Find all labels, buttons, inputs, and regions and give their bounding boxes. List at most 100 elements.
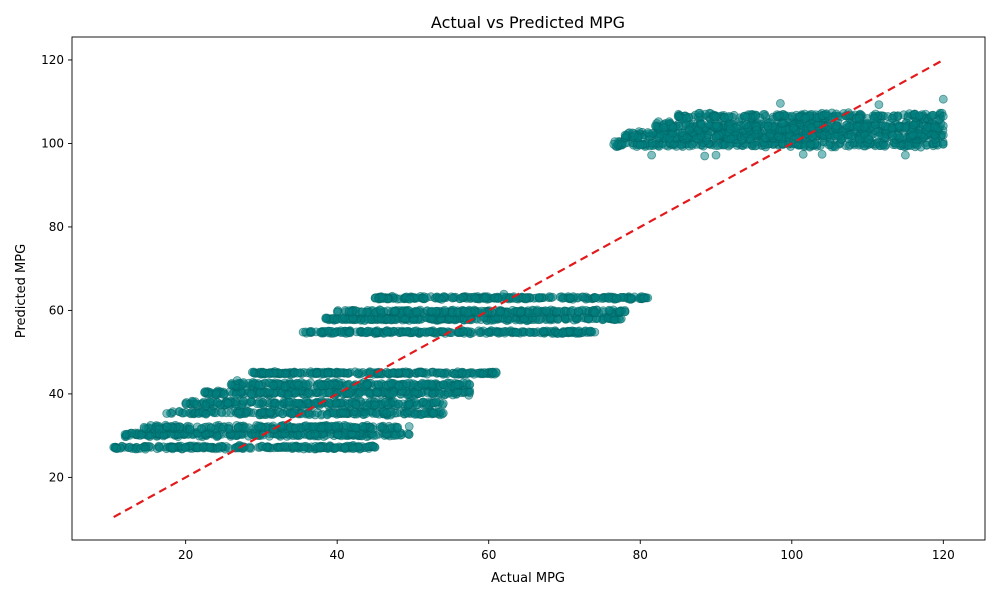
data-point: [140, 444, 150, 454]
data-point: [393, 422, 403, 432]
data-point: [609, 139, 619, 149]
data-point: [330, 328, 340, 338]
x-tick-label: 60: [481, 548, 496, 562]
data-point: [269, 381, 278, 390]
y-axis-label: Predicted MPG: [14, 244, 29, 338]
data-point: [478, 369, 488, 379]
data-point: [154, 424, 164, 434]
y-tick-label: 100: [41, 136, 64, 150]
data-point: [450, 369, 460, 379]
data-point: [257, 408, 267, 417]
data-point: [903, 141, 913, 151]
x-tick-label: 40: [330, 548, 345, 562]
data-point: [548, 292, 557, 302]
data-point: [929, 122, 939, 132]
data-point: [552, 307, 562, 317]
x-tick-label: 80: [633, 548, 648, 562]
data-point: [553, 328, 563, 338]
data-point: [345, 328, 355, 338]
data-point-outlier: [404, 422, 414, 431]
data-point: [201, 409, 211, 419]
data-point: [620, 307, 630, 317]
data-point: [304, 388, 313, 398]
data-point: [859, 122, 869, 132]
data-point: [565, 326, 575, 336]
data-point: [254, 380, 264, 390]
data-point: [331, 398, 341, 408]
data-point: [436, 368, 445, 378]
data-point: [591, 293, 600, 303]
data-point: [643, 293, 653, 303]
data-point: [244, 443, 254, 453]
data-point: [198, 442, 208, 452]
x-tick-label: 20: [178, 548, 193, 562]
data-point: [370, 442, 380, 452]
data-point: [438, 380, 448, 390]
data-point-outlier: [162, 409, 172, 418]
data-point: [694, 109, 704, 118]
data-point: [185, 425, 195, 435]
data-point: [438, 399, 448, 408]
data-point-outlier: [499, 289, 509, 299]
data-point: [315, 327, 325, 337]
data-point: [405, 294, 415, 304]
data-point: [682, 133, 692, 143]
data-point: [542, 306, 552, 316]
data-point: [362, 401, 372, 411]
data-point: [181, 399, 191, 408]
data-point: [630, 131, 639, 140]
data-point: [331, 443, 340, 453]
y-axis: 20 40 60 80 100 120: [41, 53, 72, 484]
data-point: [402, 327, 412, 336]
data-point: [854, 113, 864, 123]
data-point: [224, 443, 233, 453]
data-point: [573, 327, 583, 336]
data-point: [402, 306, 412, 316]
data-point: [438, 408, 448, 418]
data-point: [492, 327, 502, 337]
data-point: [463, 308, 473, 318]
data-point: [371, 400, 381, 410]
data-point: [233, 408, 243, 418]
data-point: [422, 293, 432, 302]
data-point: [306, 326, 316, 336]
data-point: [405, 399, 415, 409]
data-point: [491, 368, 501, 378]
data-points: [109, 94, 948, 454]
data-point-outlier: [938, 94, 948, 104]
data-point: [574, 307, 583, 317]
data-point: [590, 308, 600, 318]
y-tick-label: 20: [49, 470, 64, 484]
data-point: [370, 293, 380, 303]
data-point: [471, 294, 481, 304]
data-point: [437, 294, 447, 304]
data-point: [626, 294, 636, 304]
data-point-outlier: [647, 150, 656, 160]
data-point: [109, 442, 119, 452]
data-point: [317, 423, 327, 433]
data-point-outlier: [321, 313, 331, 323]
data-point: [869, 114, 879, 123]
data-point: [726, 134, 736, 144]
data-point: [298, 327, 308, 337]
data-point: [167, 443, 177, 453]
data-point: [412, 308, 422, 317]
data-point: [283, 390, 293, 400]
x-axis-label: Actual MPG: [491, 571, 565, 586]
data-point: [726, 124, 735, 134]
data-point: [459, 327, 469, 337]
data-point: [212, 432, 222, 442]
data-point: [299, 444, 309, 454]
data-point: [201, 401, 211, 411]
data-point: [387, 368, 397, 378]
data-point: [287, 409, 297, 419]
data-point: [533, 307, 542, 317]
data-point: [427, 306, 437, 316]
data-point: [181, 407, 190, 417]
data-point: [155, 443, 165, 453]
data-point: [465, 388, 475, 398]
data-point: [213, 443, 223, 453]
data-point: [590, 327, 600, 337]
data-point: [361, 409, 371, 419]
data-point-outlier: [711, 150, 721, 160]
